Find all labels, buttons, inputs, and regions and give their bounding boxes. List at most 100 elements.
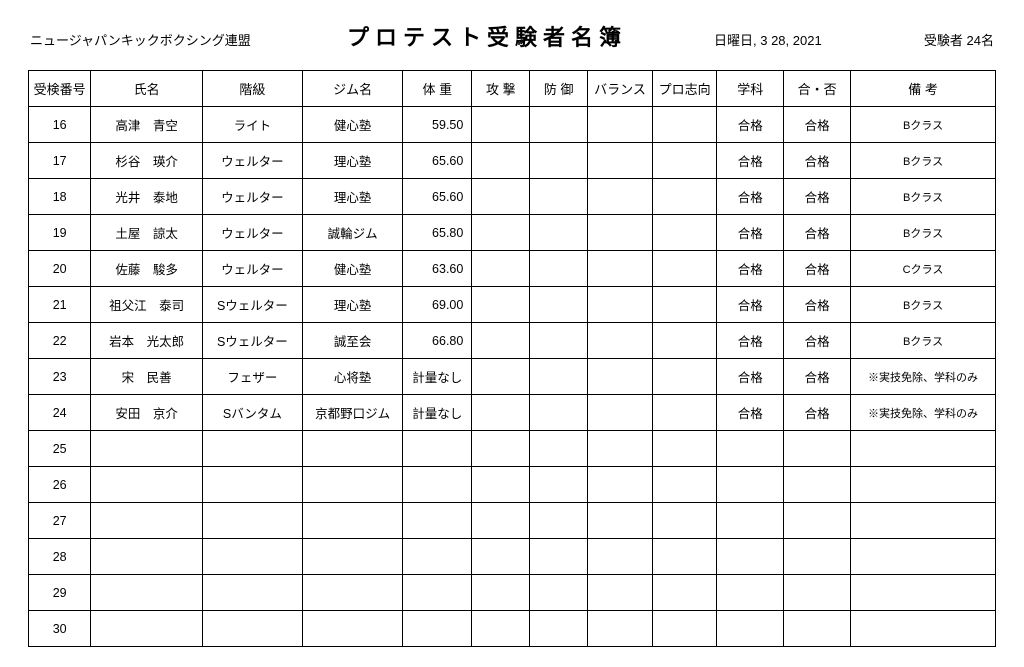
cell-attack <box>472 503 530 539</box>
cell-class <box>202 467 302 503</box>
cell-subject <box>717 503 784 539</box>
cell-class <box>202 611 302 647</box>
cell-defense <box>530 359 588 395</box>
cell-class <box>202 539 302 575</box>
cell-balance <box>588 539 653 575</box>
cell-name: 安田 京介 <box>91 395 202 431</box>
cell-attack <box>472 431 530 467</box>
cell-name: 佐藤 駿多 <box>91 251 202 287</box>
col-header: 備 考 <box>851 71 996 107</box>
cell-subject: 合格 <box>717 215 784 251</box>
cell-note: ※実技免除、学科のみ <box>851 359 996 395</box>
cell-defense <box>530 179 588 215</box>
cell-pro <box>652 179 717 215</box>
cell-pass <box>784 467 851 503</box>
col-header: 防 御 <box>530 71 588 107</box>
cell-name: 杉谷 瑛介 <box>91 143 202 179</box>
cell-name <box>91 503 202 539</box>
cell-pass: 合格 <box>784 323 851 359</box>
cell-note <box>851 539 996 575</box>
table-row: 25 <box>29 431 996 467</box>
table-row: 30 <box>29 611 996 647</box>
cell-pro <box>652 143 717 179</box>
cell-pro <box>652 431 717 467</box>
cell-attack <box>472 575 530 611</box>
cell-name: 光井 泰地 <box>91 179 202 215</box>
cell-balance <box>588 611 653 647</box>
cell-name <box>91 467 202 503</box>
cell-weight: 59.50 <box>403 107 472 143</box>
cell-note: ※実技免除、学科のみ <box>851 395 996 431</box>
table-row: 27 <box>29 503 996 539</box>
cell-name: 岩本 光太郎 <box>91 323 202 359</box>
cell-pass: 合格 <box>784 395 851 431</box>
cell-note: Bクラス <box>851 215 996 251</box>
cell-subject: 合格 <box>717 359 784 395</box>
cell-name: 土屋 諒太 <box>91 215 202 251</box>
cell-pass <box>784 611 851 647</box>
cell-pass <box>784 575 851 611</box>
cell-pro <box>652 251 717 287</box>
cell-weight <box>403 503 472 539</box>
cell-pro <box>652 215 717 251</box>
cell-num: 27 <box>29 503 91 539</box>
cell-balance <box>588 179 653 215</box>
cell-pro <box>652 503 717 539</box>
cell-balance <box>588 215 653 251</box>
cell-pro <box>652 467 717 503</box>
cell-subject: 合格 <box>717 287 784 323</box>
cell-num: 20 <box>29 251 91 287</box>
cell-balance <box>588 107 653 143</box>
cell-class: ライト <box>202 107 302 143</box>
cell-pass: 合格 <box>784 179 851 215</box>
cell-pass <box>784 539 851 575</box>
cell-pass: 合格 <box>784 287 851 323</box>
table-row: 23宋 民善フェザー心将塾計量なし合格合格※実技免除、学科のみ <box>29 359 996 395</box>
cell-gym: 理心塾 <box>303 287 403 323</box>
table-row: 16高津 青空ライト健心塾59.50合格合格Bクラス <box>29 107 996 143</box>
cell-attack <box>472 107 530 143</box>
cell-attack <box>472 467 530 503</box>
cell-defense <box>530 323 588 359</box>
cell-weight: 63.60 <box>403 251 472 287</box>
cell-gym: 京都野口ジム <box>303 395 403 431</box>
cell-pro <box>652 539 717 575</box>
cell-weight <box>403 575 472 611</box>
cell-class: ウェルター <box>202 179 302 215</box>
cell-pro <box>652 575 717 611</box>
cell-attack <box>472 215 530 251</box>
cell-subject <box>717 611 784 647</box>
table-row: 28 <box>29 539 996 575</box>
cell-note <box>851 611 996 647</box>
cell-subject <box>717 467 784 503</box>
page-title: プロテスト受験者名簿 <box>260 20 714 52</box>
cell-name: 祖父江 泰司 <box>91 287 202 323</box>
col-header: 学科 <box>717 71 784 107</box>
cell-attack <box>472 143 530 179</box>
cell-gym: 誠至会 <box>303 323 403 359</box>
cell-class <box>202 575 302 611</box>
cell-weight <box>403 539 472 575</box>
cell-class: ウェルター <box>202 215 302 251</box>
cell-pass <box>784 431 851 467</box>
table-row: 19土屋 諒太ウェルター誠輪ジム65.80合格合格Bクラス <box>29 215 996 251</box>
cell-pro <box>652 611 717 647</box>
cell-subject <box>717 575 784 611</box>
cell-weight: 65.80 <box>403 215 472 251</box>
col-header: プロ志向 <box>652 71 717 107</box>
cell-balance <box>588 503 653 539</box>
cell-weight <box>403 431 472 467</box>
cell-num: 18 <box>29 179 91 215</box>
cell-balance <box>588 323 653 359</box>
cell-pro <box>652 359 717 395</box>
cell-subject: 合格 <box>717 107 784 143</box>
cell-class <box>202 431 302 467</box>
col-header: 氏名 <box>91 71 202 107</box>
table-row: 20佐藤 駿多ウェルター健心塾63.60合格合格Cクラス <box>29 251 996 287</box>
cell-class <box>202 503 302 539</box>
cell-attack <box>472 287 530 323</box>
cell-class: ウェルター <box>202 251 302 287</box>
cell-gym: 心将塾 <box>303 359 403 395</box>
cell-defense <box>530 575 588 611</box>
cell-num: 21 <box>29 287 91 323</box>
